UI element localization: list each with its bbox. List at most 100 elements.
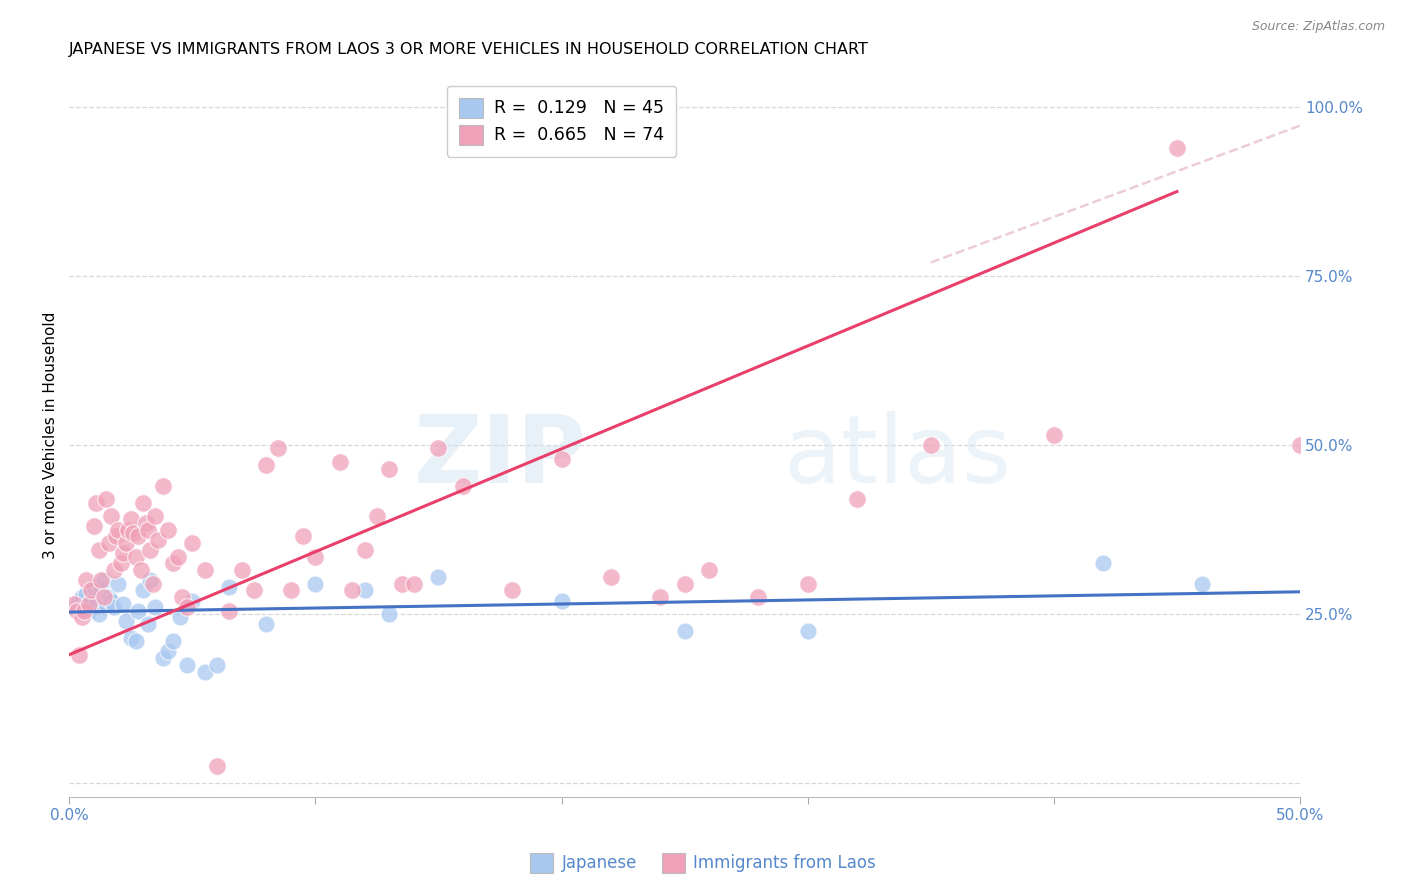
Point	[427, 570, 450, 584]
Point	[152, 651, 174, 665]
Point	[1289, 438, 1312, 452]
Point	[920, 438, 942, 452]
Point	[129, 563, 152, 577]
Point	[135, 516, 157, 530]
Point	[127, 529, 149, 543]
Point	[329, 455, 352, 469]
Y-axis label: 3 or more Vehicles in Household: 3 or more Vehicles in Household	[44, 311, 58, 558]
Point	[194, 665, 217, 679]
Point	[142, 576, 165, 591]
Point	[112, 597, 135, 611]
Point	[673, 576, 696, 591]
Point	[254, 458, 277, 473]
Point	[156, 523, 179, 537]
Point	[115, 536, 138, 550]
Point	[254, 617, 277, 632]
Point	[117, 523, 139, 537]
Point	[73, 600, 96, 615]
Point	[77, 604, 100, 618]
Point	[127, 604, 149, 618]
Point	[353, 583, 375, 598]
Point	[1166, 140, 1188, 154]
Point	[103, 600, 125, 615]
Point	[100, 593, 122, 607]
Point	[194, 563, 217, 577]
Point	[122, 526, 145, 541]
Point	[378, 462, 401, 476]
Point	[84, 597, 107, 611]
Point	[65, 597, 87, 611]
Point	[280, 583, 302, 598]
Point	[304, 576, 326, 591]
Point	[80, 593, 103, 607]
Point	[427, 442, 450, 456]
Point	[146, 533, 169, 547]
Point	[132, 583, 155, 598]
Point	[176, 657, 198, 672]
Point	[451, 478, 474, 492]
Point	[172, 591, 194, 605]
Point	[292, 529, 315, 543]
Point	[73, 604, 96, 618]
Point	[243, 583, 266, 598]
Point	[136, 523, 159, 537]
Point	[125, 634, 148, 648]
Point	[1092, 557, 1115, 571]
Point	[378, 607, 401, 621]
Point	[391, 576, 413, 591]
Point	[90, 574, 112, 588]
Point	[77, 597, 100, 611]
Point	[83, 580, 105, 594]
Point	[107, 576, 129, 591]
Point	[96, 597, 118, 611]
Point	[93, 574, 115, 588]
Point	[103, 563, 125, 577]
Point	[97, 536, 120, 550]
Point	[304, 549, 326, 564]
Point	[132, 495, 155, 509]
Point	[139, 574, 162, 588]
Point	[84, 495, 107, 509]
Point	[176, 600, 198, 615]
Point	[112, 546, 135, 560]
Point	[65, 604, 87, 618]
Point	[63, 597, 86, 611]
Point	[67, 648, 90, 662]
Legend: R =  0.129   N = 45, R =  0.665   N = 74: R = 0.129 N = 45, R = 0.665 N = 74	[447, 86, 676, 157]
Point	[67, 593, 90, 607]
Point	[218, 604, 240, 618]
Point	[152, 478, 174, 492]
Point	[90, 583, 112, 598]
Point	[80, 583, 103, 598]
Point	[156, 644, 179, 658]
Point	[267, 442, 290, 456]
Point	[402, 576, 425, 591]
Point	[166, 549, 188, 564]
Point	[747, 591, 769, 605]
Point	[115, 614, 138, 628]
Point	[87, 542, 110, 557]
Point	[96, 492, 118, 507]
Point	[218, 580, 240, 594]
Point	[342, 583, 364, 598]
Point	[796, 576, 818, 591]
Point	[93, 591, 115, 605]
Text: Source: ZipAtlas.com: Source: ZipAtlas.com	[1251, 20, 1385, 33]
Point	[162, 557, 184, 571]
Text: ZIP: ZIP	[413, 410, 586, 503]
Point	[97, 591, 120, 605]
Point	[75, 574, 97, 588]
Point	[231, 563, 253, 577]
Point	[205, 657, 228, 672]
Point	[366, 509, 388, 524]
Point	[550, 451, 572, 466]
Point	[845, 492, 868, 507]
Point	[796, 624, 818, 638]
Point	[673, 624, 696, 638]
Point	[125, 549, 148, 564]
Point	[145, 509, 167, 524]
Point	[139, 542, 162, 557]
Point	[181, 536, 204, 550]
Point	[599, 570, 621, 584]
Point	[87, 607, 110, 621]
